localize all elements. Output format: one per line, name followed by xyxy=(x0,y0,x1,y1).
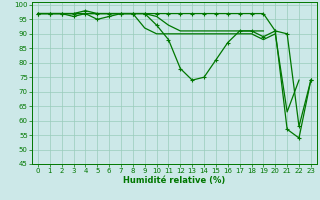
X-axis label: Humidité relative (%): Humidité relative (%) xyxy=(123,176,226,185)
